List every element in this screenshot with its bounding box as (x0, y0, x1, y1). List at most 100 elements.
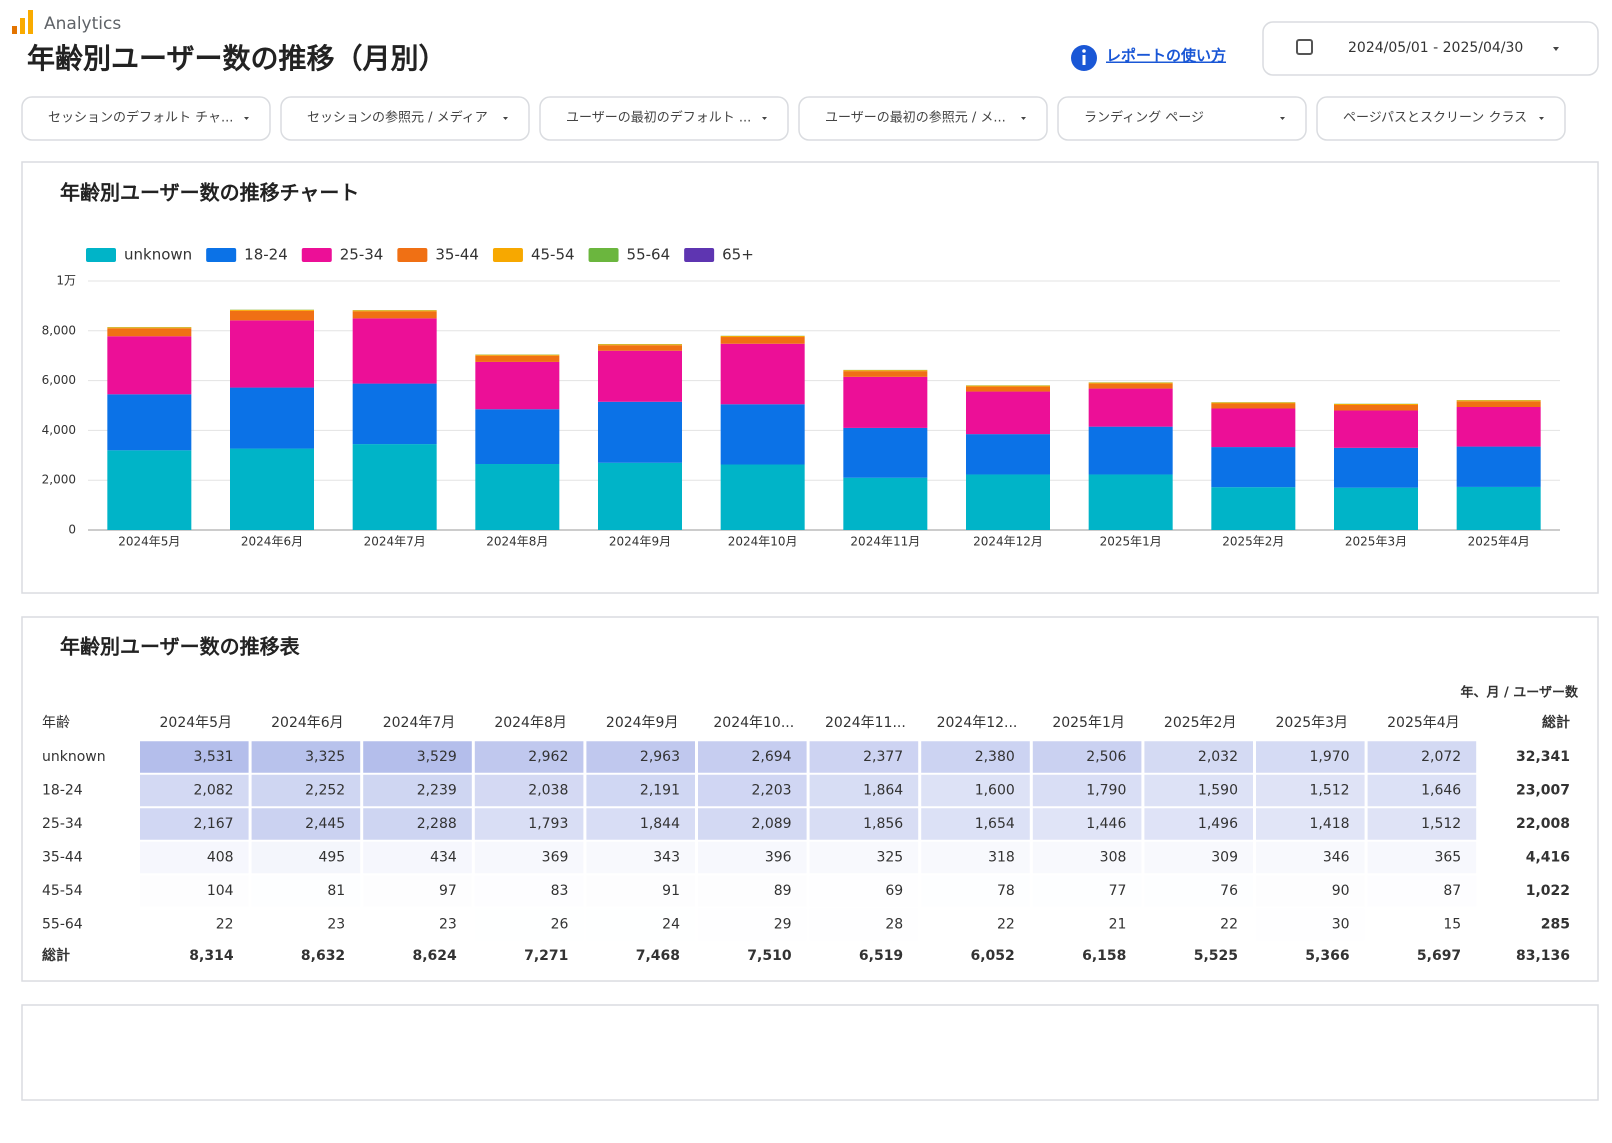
row-header: 年齢 (42, 715, 70, 731)
table-cell: 78 (997, 883, 1015, 899)
bar-segment (966, 474, 1050, 530)
help-link[interactable]: レポートの使い方 (1106, 47, 1226, 65)
bar-segment (721, 465, 805, 530)
bar-segment (1457, 401, 1541, 407)
bar-segment (1089, 383, 1173, 384)
bar-segment (598, 463, 682, 530)
table-cell: 6,519 (859, 948, 903, 964)
bar-segment (107, 328, 191, 336)
filter-label: ユーザーの最初の参照元 / メ... (825, 110, 1006, 126)
table-cell: 76 (1220, 883, 1238, 899)
bar-segment (475, 362, 559, 409)
table-cell: 6,052 (971, 948, 1015, 964)
column-header: 2024年12... (937, 715, 1018, 731)
table-cell: 2,380 (975, 749, 1015, 765)
date-range: 2024/05/01 - 2025/04/30 (1348, 40, 1523, 56)
table-cell: 22 (997, 917, 1015, 933)
bar-segment (230, 311, 314, 320)
table-cell: 2,038 (528, 783, 568, 799)
table-cell: 1,418 (1310, 816, 1350, 832)
table-cell: 5,366 (1305, 948, 1349, 964)
bar-segment (721, 337, 805, 344)
bar-segment (843, 370, 927, 371)
bar-segment (353, 318, 437, 383)
logo-bar (12, 26, 17, 34)
row-label: 45-54 (42, 883, 83, 899)
y-tick-label: 2,000 (42, 473, 76, 487)
table-cell: 3,529 (417, 749, 457, 765)
x-tick-label: 2024年10月 (728, 535, 798, 549)
table-cell: 396 (765, 850, 792, 866)
bar-segment (475, 464, 559, 530)
table-cell: 308 (1100, 850, 1127, 866)
legend-label: 45-54 (531, 246, 575, 264)
bar-segment (1334, 448, 1418, 488)
column-header: 2024年11... (825, 715, 906, 731)
bar-segment (1089, 427, 1173, 475)
bar-segment (353, 311, 437, 318)
row-total: 285 (1541, 917, 1570, 933)
bar-segment (1089, 474, 1173, 530)
bar-segment (966, 434, 1050, 474)
bar-segment (598, 344, 682, 345)
table-cell: 1,600 (975, 783, 1015, 799)
table-cell: 2,191 (640, 783, 680, 799)
bar-segment (843, 428, 927, 478)
table-cell: 15 (1443, 917, 1461, 933)
table-cell: 1,970 (1310, 749, 1350, 765)
bar-segment (966, 387, 1050, 392)
table-cell: 87 (1443, 883, 1461, 899)
table-cell: 2,377 (863, 749, 903, 765)
column-header: 2025年2月 (1164, 715, 1237, 731)
filter-label: セッションの参照元 / メディア (307, 110, 488, 126)
table-cell: 30 (1332, 917, 1350, 933)
table-cell: 1,844 (640, 816, 680, 832)
legend-swatch (86, 248, 116, 262)
info-icon-dot (1082, 49, 1086, 53)
table-cell: 26 (551, 917, 569, 933)
legend-swatch (302, 248, 332, 262)
table-cell: 1,512 (1421, 816, 1461, 832)
y-tick-label: 4,000 (42, 423, 76, 437)
logo-text: Analytics (44, 14, 121, 34)
bar-segment (843, 478, 927, 530)
table-cell: 8,624 (413, 948, 458, 964)
legend-swatch (206, 248, 236, 262)
column-header: 2025年4月 (1387, 715, 1460, 731)
bar-segment (1211, 447, 1295, 487)
row-total: 1,022 (1526, 883, 1570, 899)
table-cell: 1,790 (1086, 783, 1126, 799)
bar-segment (598, 351, 682, 402)
x-tick-label: 2025年4月 (1468, 535, 1530, 549)
table-cell: 309 (1211, 850, 1238, 866)
table-cell: 2,288 (417, 816, 457, 832)
bar-segment (843, 371, 927, 377)
column-header: 2024年10... (713, 715, 794, 731)
table-cell: 29 (774, 917, 792, 933)
x-tick-label: 2025年1月 (1100, 535, 1162, 549)
table-cell: 365 (1434, 850, 1461, 866)
bar-segment (1211, 403, 1295, 404)
bar-segment (1334, 404, 1418, 405)
bar-segment (1457, 407, 1541, 447)
y-tick-label: 8,000 (42, 323, 76, 337)
table-cell: 2,072 (1421, 749, 1461, 765)
bar-segment (475, 409, 559, 464)
table-cell: 1,496 (1198, 816, 1238, 832)
row-label: 35-44 (42, 850, 83, 866)
table-cell: 2,962 (528, 749, 568, 765)
table-cell: 1,646 (1421, 783, 1461, 799)
table-cell: 1,864 (863, 783, 903, 799)
table-cell: 343 (653, 850, 680, 866)
table-cell: 1,856 (863, 816, 903, 832)
table-cell: 6,158 (1082, 948, 1126, 964)
row-total: 83,136 (1516, 948, 1570, 964)
row-label: unknown (42, 749, 106, 765)
table-cell: 7,510 (747, 948, 792, 964)
x-tick-label: 2024年12月 (973, 535, 1043, 549)
table-cell: 1,590 (1198, 783, 1238, 799)
table-cell: 1,446 (1086, 816, 1126, 832)
x-tick-label: 2025年2月 (1222, 535, 1284, 549)
bar-segment (843, 377, 927, 428)
column-header: 2024年5月 (160, 715, 233, 731)
